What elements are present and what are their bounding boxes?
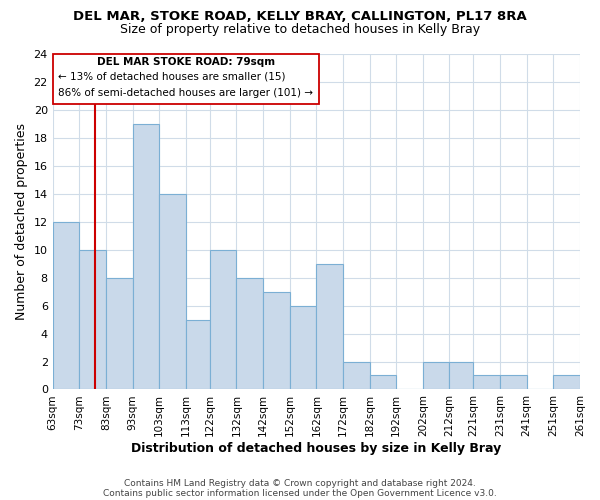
X-axis label: Distribution of detached houses by size in Kelly Bray: Distribution of detached houses by size … <box>131 442 502 455</box>
Bar <box>370 376 396 390</box>
Bar <box>133 124 159 390</box>
Bar <box>473 376 500 390</box>
Text: Contains HM Land Registry data © Crown copyright and database right 2024.: Contains HM Land Registry data © Crown c… <box>124 478 476 488</box>
Bar <box>79 250 106 390</box>
Text: ← 13% of detached houses are smaller (15): ← 13% of detached houses are smaller (15… <box>58 72 286 82</box>
Text: Contains public sector information licensed under the Open Government Licence v3: Contains public sector information licen… <box>103 488 497 498</box>
Bar <box>186 320 210 390</box>
Bar <box>449 362 473 390</box>
Bar <box>53 222 79 390</box>
Y-axis label: Number of detached properties: Number of detached properties <box>15 123 28 320</box>
Text: Size of property relative to detached houses in Kelly Bray: Size of property relative to detached ho… <box>120 22 480 36</box>
Bar <box>53 54 319 104</box>
Text: 86% of semi-detached houses are larger (101) →: 86% of semi-detached houses are larger (… <box>58 88 313 98</box>
Bar <box>236 278 263 390</box>
Bar <box>553 376 580 390</box>
Bar <box>500 376 527 390</box>
Bar <box>263 292 290 390</box>
Bar <box>159 194 186 390</box>
Bar <box>290 306 316 390</box>
Bar <box>106 278 133 390</box>
Bar <box>210 250 236 390</box>
Bar <box>423 362 449 390</box>
Bar <box>343 362 370 390</box>
Bar <box>316 264 343 390</box>
Text: DEL MAR STOKE ROAD: 79sqm: DEL MAR STOKE ROAD: 79sqm <box>97 58 275 68</box>
Text: DEL MAR, STOKE ROAD, KELLY BRAY, CALLINGTON, PL17 8RA: DEL MAR, STOKE ROAD, KELLY BRAY, CALLING… <box>73 10 527 23</box>
